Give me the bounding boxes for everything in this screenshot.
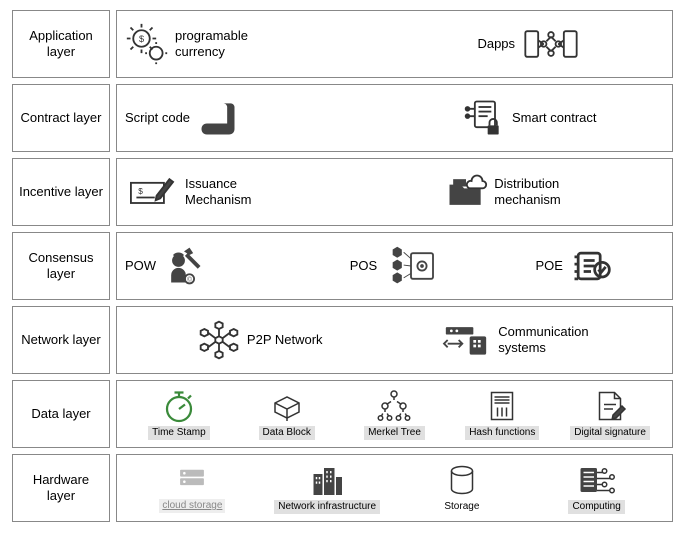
blocks-safe-icon — [383, 244, 439, 288]
item-storage: Storage — [395, 462, 530, 514]
layer-consensus: Consensus layer POW © POS POE — [12, 232, 673, 300]
item-cloud-storage: cloud storage — [125, 463, 260, 513]
layer-network: Network layer P2P Network Communication … — [12, 306, 673, 374]
stopwatch-icon — [161, 388, 197, 424]
item-computing: Computing — [529, 462, 664, 514]
item-data-block: Data Block — [233, 388, 341, 440]
folder-cloud-icon — [444, 170, 488, 214]
item-issuance-mechanism: $ Issuance Mechanism — [125, 170, 395, 214]
item-text: Digital signature — [570, 426, 650, 440]
item-text: Smart contract — [512, 110, 597, 126]
item-text: POS — [350, 258, 377, 274]
item-text: Script code — [125, 110, 190, 126]
layer-label: Application layer — [12, 10, 110, 78]
item-text: programable currency — [175, 28, 295, 59]
item-text: Hash functions — [465, 426, 539, 440]
layer-label: Network layer — [12, 306, 110, 374]
router-icon — [440, 318, 492, 362]
item-text: Issuance Mechanism — [185, 176, 305, 207]
layer-label: Consensus layer — [12, 232, 110, 300]
chip-check-icon — [569, 244, 613, 288]
item-text: POE — [535, 258, 562, 274]
layer-data: Data layer Time Stamp Data Block Merkel … — [12, 380, 673, 448]
hash-icon — [484, 388, 520, 424]
signature-icon — [592, 388, 628, 424]
buildings-icon — [307, 462, 347, 498]
check-pen-icon: $ — [125, 170, 179, 214]
item-communication-systems: Communication systems — [395, 318, 665, 362]
contract-lock-icon — [462, 96, 506, 140]
miner-icon: © — [162, 244, 206, 288]
layer-label: Data layer — [12, 380, 110, 448]
svg-text:$: $ — [139, 34, 144, 44]
layer-content: Script code Smart contract — [116, 84, 673, 152]
item-text: Data Block — [259, 426, 315, 440]
layer-content: $ programable currency Dapps — [116, 10, 673, 78]
item-merkel-tree: Merkel Tree — [341, 388, 449, 440]
svg-text:$: $ — [138, 187, 143, 196]
layer-contract: Contract layer Script code Smart contrac… — [12, 84, 673, 152]
item-text: Merkel Tree — [364, 426, 425, 440]
block-icon — [269, 388, 305, 424]
item-text: cloud storage — [159, 499, 225, 513]
item-smart-contract: Smart contract — [395, 96, 665, 140]
item-text: Network infrastructure — [274, 500, 380, 514]
item-dapps: Dapps — [395, 22, 665, 66]
item-text: Dapps — [477, 36, 515, 52]
layer-label: Hardware layer — [12, 454, 110, 522]
layer-content: $ Issuance Mechanism Distribution mechan… — [116, 158, 673, 226]
item-text: P2P Network — [247, 332, 323, 348]
cylinder-icon — [444, 462, 480, 498]
item-p2p-network: P2P Network — [125, 318, 395, 362]
cloud-server-icon — [170, 463, 214, 497]
item-digital-signature: Digital signature — [556, 388, 664, 440]
item-hash-functions: Hash functions — [448, 388, 556, 440]
item-time-stamp: Time Stamp — [125, 388, 233, 440]
item-text: Communication systems — [498, 324, 618, 355]
item-programmable-currency: $ programable currency — [125, 22, 395, 66]
item-pow: POW © — [125, 244, 305, 288]
tree-icon — [376, 388, 412, 424]
item-distribution-mechanism: Distribution mechanism — [395, 170, 665, 214]
p2p-hex-icon — [197, 318, 241, 362]
layer-content: P2P Network Communication systems — [116, 306, 673, 374]
svg-text:©: © — [187, 276, 192, 284]
layer-application: Application layer $ programable currency… — [12, 10, 673, 78]
layer-content: POW © POS POE — [116, 232, 673, 300]
scroll-icon — [196, 96, 240, 140]
item-poe: POE — [484, 244, 664, 288]
dapps-network-icon — [521, 22, 581, 66]
item-network-infrastructure: Network infrastructure — [260, 462, 395, 514]
layer-content: cloud storage Network infrastructure Sto… — [116, 454, 673, 522]
item-text: Time Stamp — [148, 426, 210, 440]
item-text: POW — [125, 258, 156, 274]
layer-content: Time Stamp Data Block Merkel Tree Hash f… — [116, 380, 673, 448]
layer-label: Contract layer — [12, 84, 110, 152]
gears-dollar-icon: $ — [125, 22, 169, 66]
layer-hardware: Hardware layer cloud storage Network inf… — [12, 454, 673, 522]
item-text: Distribution mechanism — [494, 176, 614, 207]
item-script-code: Script code — [125, 96, 395, 140]
item-text: Storage — [440, 500, 483, 514]
layer-label: Incentive layer — [12, 158, 110, 226]
item-pos: POS — [305, 244, 485, 288]
layer-incentive: Incentive layer $ Issuance Mechanism Dis… — [12, 158, 673, 226]
item-text: Computing — [568, 500, 624, 514]
computing-icon — [575, 462, 619, 498]
